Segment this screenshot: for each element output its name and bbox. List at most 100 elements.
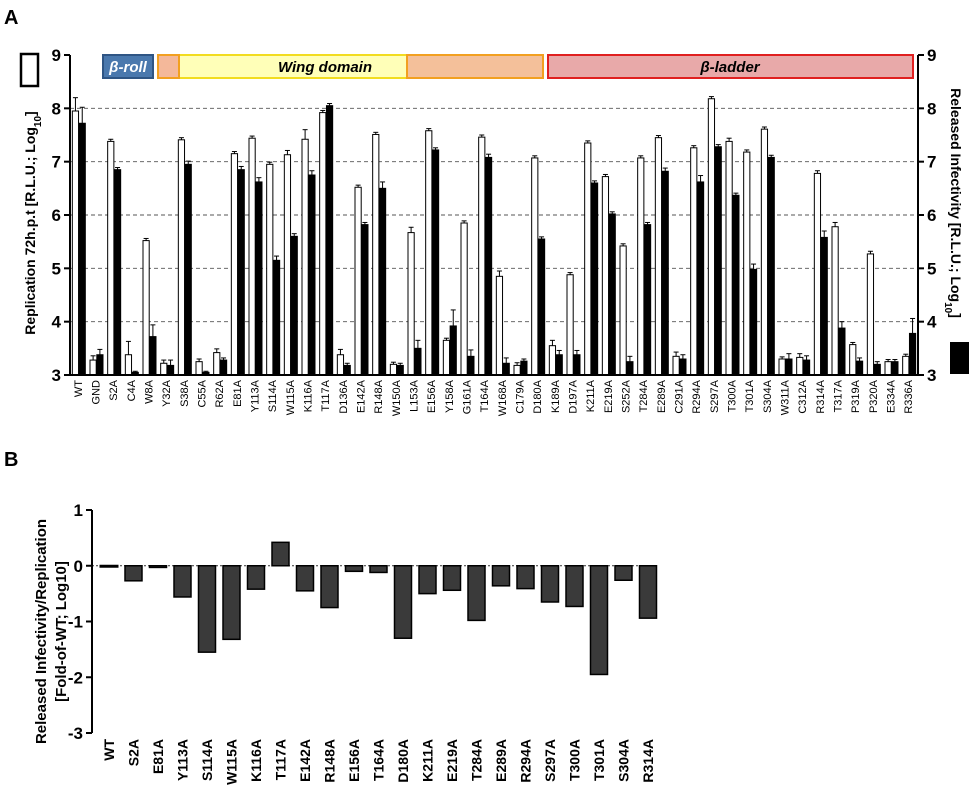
x-tick-label: S2A [108, 379, 120, 400]
bar-replication [672, 355, 680, 376]
bar-replication [248, 137, 256, 376]
bar-replication [442, 339, 451, 376]
bar-replication [743, 151, 751, 376]
x-tick-label: Y113A [175, 739, 191, 781]
x-tick-label: D136A [338, 379, 350, 413]
x-tick-label: Y32A [161, 379, 173, 407]
bar-infectivity [184, 163, 192, 376]
bar-mutant [614, 565, 633, 581]
bar-replication [71, 110, 80, 376]
y-tick-label: 9 [52, 46, 61, 65]
domain-label: β-roll [108, 59, 147, 76]
x-tick-label: D197A [568, 379, 580, 413]
bar-infectivity [414, 347, 422, 376]
x-tick-label: T164A [371, 739, 387, 781]
panel-label-b: B [4, 449, 18, 471]
bar-replication [619, 245, 627, 376]
domain-label: β-ladder [699, 59, 760, 76]
panel-label-a: A [4, 7, 18, 29]
bar-infectivity [219, 359, 228, 376]
bar-mutant [638, 565, 658, 619]
bar-infectivity [361, 224, 369, 376]
bar-replication [849, 344, 857, 376]
bar-mutant [173, 565, 192, 598]
bar-infectivity [502, 362, 510, 376]
bar-mutant [344, 565, 364, 573]
bar-replication [707, 98, 716, 376]
bar-infectivity [96, 354, 104, 376]
y-axis-label-line2: [Fold-of-WT; Log10] [53, 561, 70, 702]
x-tick-label: E81A [150, 739, 166, 774]
bar-infectivity [908, 332, 917, 376]
bar-infectivity [626, 361, 634, 376]
x-tick-label: R62A [214, 379, 226, 407]
bar-replication [902, 355, 910, 376]
x-tick-label: R314A [815, 379, 827, 413]
y-tick-label: 3 [52, 366, 61, 385]
bar-replication [213, 352, 221, 376]
x-tick-label: E334A [886, 379, 898, 413]
bar-replication [389, 363, 398, 376]
y-tick-label: 7 [52, 153, 61, 172]
domain-box [102, 54, 154, 79]
bar-infectivity [802, 359, 811, 376]
bar-replication [654, 137, 663, 376]
y-tick-label: -2 [68, 668, 83, 687]
y2-axis-label-part: ] [948, 313, 964, 318]
bar-replication [336, 354, 345, 376]
bar-replication [301, 138, 309, 376]
bar-replication [142, 240, 150, 376]
bar-infectivity [378, 187, 387, 376]
x-tick-label: T301A [591, 739, 607, 781]
bar-mutant [565, 565, 584, 608]
bar-infectivity [820, 236, 828, 376]
bar-infectivity [343, 364, 351, 376]
bar-infectivity [272, 259, 281, 376]
x-tick-label: S38A [179, 379, 191, 407]
bar-replication [690, 147, 698, 376]
bar-replication [319, 112, 327, 376]
bar-replication [460, 222, 468, 376]
x-tick-label: S114A [267, 379, 279, 412]
bar-replication [813, 172, 822, 376]
x-tick-label: S304A [762, 379, 774, 413]
bar-mutant [320, 565, 339, 609]
bar-mutant [369, 565, 388, 574]
chart-panel-b: WT S2A E81A Y113A S114A W115A K116A T117A E142A R… [33, 501, 658, 785]
bar-mutant [148, 565, 168, 569]
bar-infectivity [166, 364, 175, 376]
x-tick-label: C55A [197, 379, 209, 407]
x-tick-label: E289A [656, 379, 668, 413]
bar-infectivity [537, 238, 546, 376]
bar-infectivity [290, 235, 298, 376]
y-tick-label: -1 [68, 613, 83, 632]
bar-replication [478, 136, 486, 376]
bar-replication [89, 359, 97, 376]
bar-mutant [295, 565, 315, 592]
x-tick-label: G161A [462, 379, 474, 414]
bar-infectivity [643, 224, 652, 376]
x-tick-label: T317A [833, 379, 845, 412]
y-tick-label: 0 [74, 557, 83, 576]
bar-infectivity [520, 360, 528, 376]
bar-infectivity [555, 354, 563, 376]
x-tick-label: W8A [144, 379, 156, 404]
bar-replication [831, 226, 839, 376]
y-axis-label-line1: Released Infectivity/Replication [33, 519, 50, 744]
bar-infectivity [308, 174, 316, 376]
x-tick-label: Y158A [444, 379, 456, 413]
legend-infectivity-swatch [950, 342, 969, 374]
bar-infectivity [891, 361, 899, 376]
x-tick-label: T300A [727, 379, 739, 412]
x-tick-label: T284A [638, 379, 650, 412]
bar-mutant [467, 565, 486, 622]
bar-mutant [491, 565, 511, 587]
y-tick-label: 4 [52, 313, 62, 332]
x-tick-label: E219A [603, 379, 615, 413]
y2-axis-label-part: 10 [943, 302, 954, 314]
bar-replication [866, 253, 875, 376]
bar-replication [495, 275, 504, 376]
bar-replication [637, 157, 645, 376]
bar-replication [107, 140, 115, 376]
x-tick-label: W311A [780, 379, 792, 415]
